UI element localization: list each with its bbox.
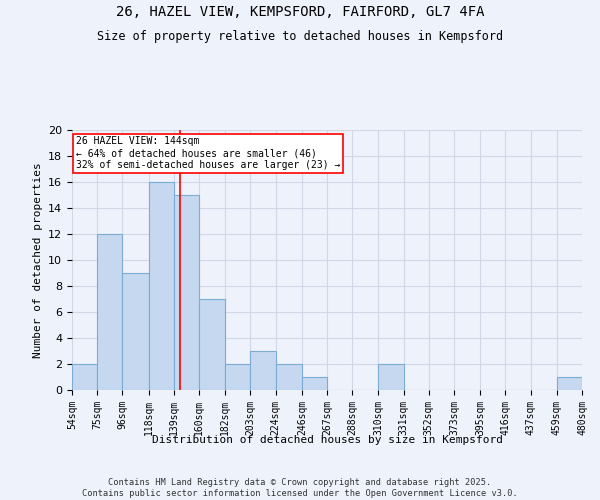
Bar xyxy=(379,364,404,390)
Bar xyxy=(225,364,250,390)
Bar xyxy=(97,234,122,390)
Bar xyxy=(302,377,327,390)
Bar xyxy=(199,299,225,390)
Bar xyxy=(72,364,97,390)
Bar xyxy=(275,364,302,390)
Bar xyxy=(174,195,199,390)
Text: 26, HAZEL VIEW, KEMPSFORD, FAIRFORD, GL7 4FA: 26, HAZEL VIEW, KEMPSFORD, FAIRFORD, GL7… xyxy=(116,5,484,19)
Text: Contains HM Land Registry data © Crown copyright and database right 2025.
Contai: Contains HM Land Registry data © Crown c… xyxy=(82,478,518,498)
Bar xyxy=(122,273,149,390)
Text: 26 HAZEL VIEW: 144sqm
← 64% of detached houses are smaller (46)
32% of semi-deta: 26 HAZEL VIEW: 144sqm ← 64% of detached … xyxy=(76,136,340,170)
Text: Distribution of detached houses by size in Kempsford: Distribution of detached houses by size … xyxy=(151,435,503,445)
Bar xyxy=(557,377,582,390)
Y-axis label: Number of detached properties: Number of detached properties xyxy=(32,162,43,358)
Bar xyxy=(149,182,174,390)
Bar xyxy=(250,351,275,390)
Text: Size of property relative to detached houses in Kempsford: Size of property relative to detached ho… xyxy=(97,30,503,43)
